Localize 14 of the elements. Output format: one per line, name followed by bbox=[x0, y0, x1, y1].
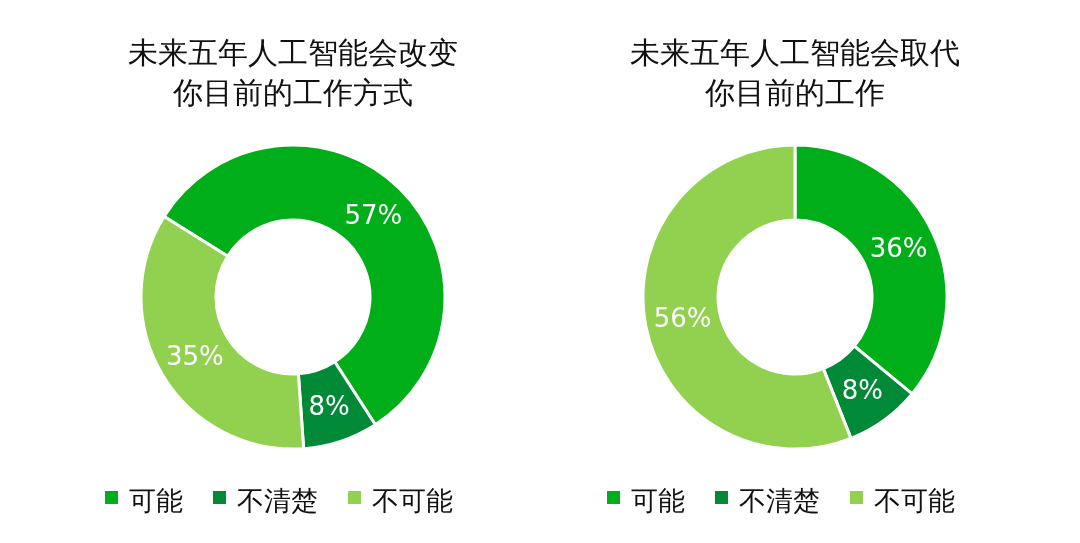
data-label: 36% bbox=[869, 233, 928, 264]
legend-label: 可能 bbox=[129, 485, 183, 516]
chart-title: 未来五年人工智能会改变你目前的工作方式 bbox=[128, 35, 458, 110]
legend-label: 不清楚 bbox=[739, 485, 820, 516]
legend-label: 不清楚 bbox=[237, 485, 318, 516]
legend-label: 不可能 bbox=[874, 485, 955, 516]
data-label: 57% bbox=[344, 200, 403, 231]
legend-label: 不可能 bbox=[372, 485, 453, 516]
data-label: 35% bbox=[165, 340, 224, 371]
data-label: 8% bbox=[841, 374, 883, 405]
chart-title: 未来五年人工智能会取代你目前的工作 bbox=[630, 35, 960, 110]
data-label: 56% bbox=[653, 303, 712, 334]
legend-label: 可能 bbox=[631, 485, 685, 516]
data-label: 8% bbox=[308, 390, 350, 421]
